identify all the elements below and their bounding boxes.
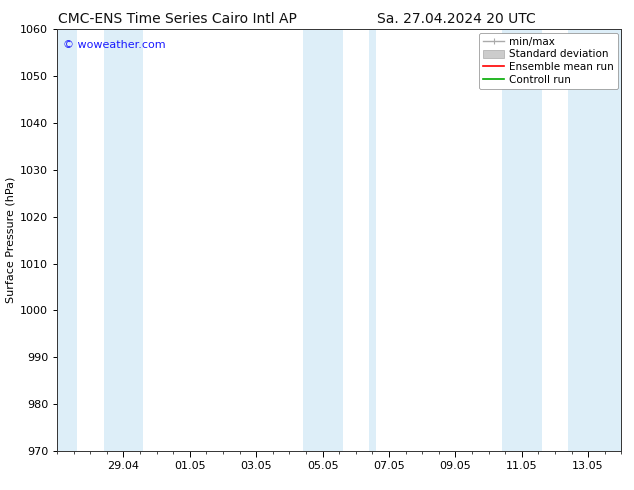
Legend: min/max, Standard deviation, Ensemble mean run, Controll run: min/max, Standard deviation, Ensemble me…	[479, 32, 618, 89]
Bar	[57, 29, 77, 451]
Bar	[103, 29, 143, 451]
Y-axis label: Surface Pressure (hPa): Surface Pressure (hPa)	[6, 177, 16, 303]
Text: CMC-ENS Time Series Cairo Intl AP: CMC-ENS Time Series Cairo Intl AP	[58, 12, 297, 26]
Bar	[568, 29, 621, 451]
Text: Sa. 27.04.2024 20 UTC: Sa. 27.04.2024 20 UTC	[377, 12, 536, 26]
Bar	[302, 29, 342, 451]
Bar	[502, 29, 541, 451]
Bar	[369, 29, 376, 451]
Text: © woweather.com: © woweather.com	[63, 40, 165, 50]
